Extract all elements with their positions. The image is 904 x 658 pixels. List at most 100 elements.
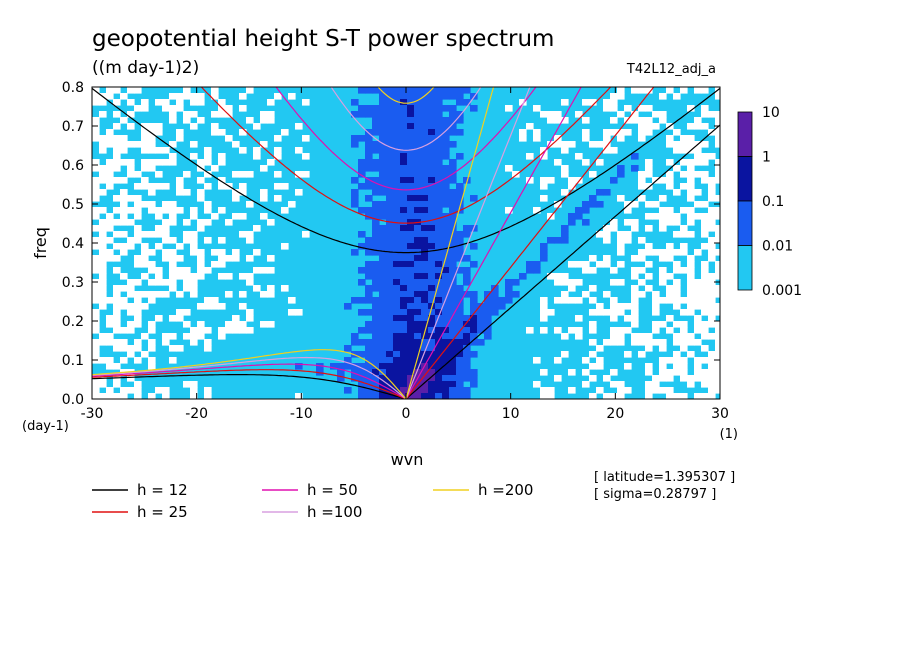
field-cell xyxy=(106,333,114,340)
field-cell xyxy=(603,231,611,238)
field-cell xyxy=(456,249,464,256)
field-cell xyxy=(358,171,366,178)
field-cell xyxy=(344,345,352,352)
field-cell xyxy=(540,153,548,160)
field-cell xyxy=(596,231,604,238)
field-cell xyxy=(414,351,422,358)
y-unit-label: (day-1) xyxy=(22,419,69,434)
dispersion-curve-grav-h100 xyxy=(330,87,482,151)
field-cell xyxy=(134,105,142,112)
field-cell xyxy=(365,351,373,358)
field-cell xyxy=(617,249,625,256)
field-cell xyxy=(470,333,478,340)
field-cell xyxy=(120,195,128,202)
field-cell xyxy=(582,207,590,214)
field-cell xyxy=(288,297,296,304)
field-cell xyxy=(589,351,597,358)
field-cell xyxy=(470,375,478,382)
field-cell xyxy=(414,213,422,220)
field-cell xyxy=(190,207,198,214)
field-cell xyxy=(407,213,415,220)
field-cell xyxy=(232,321,240,328)
field-cell xyxy=(393,171,401,178)
field-cell xyxy=(463,87,471,94)
field-cell xyxy=(113,135,121,142)
field-cell xyxy=(211,213,219,220)
field-cell xyxy=(589,195,597,202)
field-cell xyxy=(617,237,625,244)
field-cell xyxy=(589,255,597,262)
field-cell xyxy=(421,147,429,154)
field-cell xyxy=(267,255,275,262)
field-cell xyxy=(190,279,198,286)
field-cell xyxy=(442,369,450,376)
field-cell xyxy=(148,345,156,352)
field-cell xyxy=(148,339,156,346)
field-cell xyxy=(687,231,695,238)
field-cell xyxy=(407,393,415,399)
field-cell xyxy=(372,375,380,382)
field-cell xyxy=(379,267,387,274)
field-cell xyxy=(603,375,611,382)
field-cell xyxy=(449,255,457,262)
field-cell xyxy=(274,135,282,142)
field-cell xyxy=(379,231,387,238)
field-cell xyxy=(652,339,660,346)
field-cell xyxy=(162,339,170,346)
field-cell xyxy=(687,255,695,262)
field-cell xyxy=(134,387,142,394)
field-cell xyxy=(414,207,422,214)
field-cell xyxy=(190,123,198,130)
field-cell xyxy=(169,357,177,364)
field-cell xyxy=(113,165,121,172)
field-cell xyxy=(435,333,443,340)
field-cell xyxy=(372,219,380,226)
field-cell xyxy=(414,279,422,286)
field-cell xyxy=(127,321,135,328)
field-cell xyxy=(435,123,443,130)
field-cell xyxy=(351,297,359,304)
field-cell xyxy=(442,201,450,208)
field-cell xyxy=(596,159,604,166)
field-cell xyxy=(694,369,702,376)
field-cell xyxy=(470,297,478,304)
field-cell xyxy=(449,297,457,304)
field-cell xyxy=(442,381,450,388)
field-cell xyxy=(421,117,429,124)
field-cell xyxy=(428,381,436,388)
field-cell xyxy=(141,99,149,106)
field-cell xyxy=(645,345,653,352)
field-cell xyxy=(386,381,394,388)
field-cell xyxy=(526,153,534,160)
field-cell xyxy=(407,135,415,142)
field-cell xyxy=(470,381,478,388)
field-cell xyxy=(267,159,275,166)
field-cell xyxy=(379,375,387,382)
field-cell xyxy=(470,315,478,322)
field-cell xyxy=(463,327,471,334)
field-cell xyxy=(148,267,156,274)
field-cell xyxy=(288,201,296,208)
field-cell xyxy=(708,273,716,280)
field-cell xyxy=(197,255,205,262)
run-label: T42L12_adj_a xyxy=(626,62,716,77)
field-cell xyxy=(701,231,709,238)
field-cell xyxy=(631,273,639,280)
field-cell xyxy=(561,99,569,106)
field-cell xyxy=(442,375,450,382)
field-cell xyxy=(414,297,422,304)
field-cell xyxy=(218,327,226,334)
field-cell xyxy=(274,171,282,178)
field-cell xyxy=(155,99,163,106)
field-cell xyxy=(610,219,618,226)
field-cell xyxy=(407,309,415,316)
field-cell xyxy=(414,267,422,274)
field-cell xyxy=(92,117,100,124)
field-cell xyxy=(463,339,471,346)
field-cell xyxy=(351,177,359,184)
field-cell xyxy=(155,207,163,214)
field-cell xyxy=(603,99,611,106)
field-cell xyxy=(379,315,387,322)
field-cell xyxy=(428,207,436,214)
field-cell xyxy=(407,93,415,100)
